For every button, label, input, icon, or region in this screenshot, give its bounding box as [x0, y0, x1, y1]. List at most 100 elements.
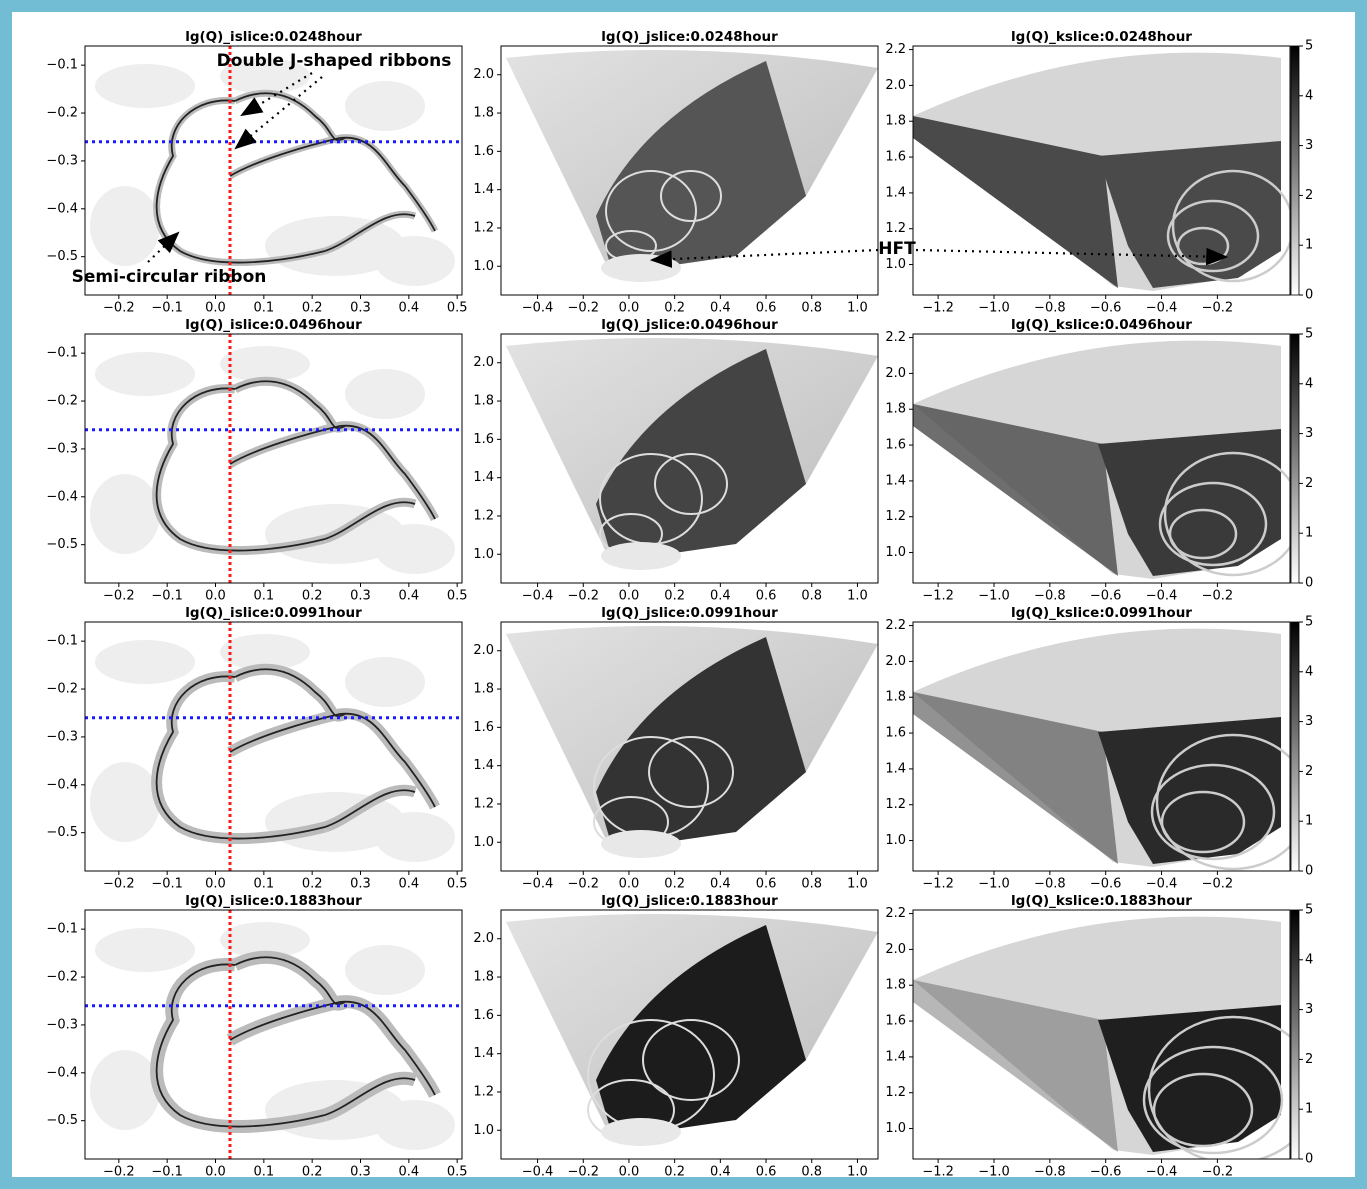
panel-title: lg(Q)_kslice:0.1883hour [1011, 893, 1192, 909]
y-tick-label: 2.0 [885, 942, 906, 957]
x-tick-label: 0.5 [447, 877, 468, 892]
colorbar [1291, 46, 1299, 295]
y-tick-label: 1.8 [473, 970, 494, 985]
x-tick-label: 0.0 [619, 589, 640, 604]
x-tick-label: 0.0 [619, 877, 640, 892]
panel-title: lg(Q)_islice:0.0496hour [185, 317, 362, 333]
background-patch [95, 352, 195, 396]
y-tick-label: −0.1 [46, 922, 78, 937]
image-plot [501, 334, 878, 583]
x-tick-label: −0.4 [522, 877, 554, 892]
x-tick-label: 0.5 [447, 1165, 468, 1180]
y-tick-label: 1.8 [473, 394, 494, 409]
y-tick-label: −0.4 [46, 1065, 78, 1080]
y-tick-label: 1.4 [473, 1046, 494, 1061]
background-patch [95, 928, 195, 972]
y-tick-label: −0.2 [46, 394, 78, 409]
bottom-blob [601, 1118, 681, 1146]
x-tick-label: 0.5 [447, 589, 468, 604]
colorbar-tick-label: 0 [1305, 576, 1313, 591]
background-patch [90, 186, 160, 266]
x-tick-label: −0.4 [522, 589, 554, 604]
y-tick-label: 1.0 [473, 1123, 494, 1138]
y-tick-label: 1.8 [885, 690, 906, 705]
x-tick-label: 0.2 [302, 589, 323, 604]
x-tick-label: 0.8 [801, 589, 822, 604]
y-tick-label: 1.0 [473, 259, 494, 274]
x-tick-label: −0.1 [151, 589, 183, 604]
colorbar [1291, 334, 1299, 583]
x-tick-label: −0.2 [103, 301, 135, 316]
image-plot [501, 46, 878, 295]
y-tick-label: −0.5 [46, 1113, 78, 1128]
y-tick-label: 1.2 [473, 796, 494, 811]
annotation: HFT [878, 239, 916, 259]
x-tick-label: −0.2 [1202, 301, 1234, 316]
x-tick-label: −0.8 [1034, 877, 1066, 892]
image-plot [85, 334, 462, 583]
x-tick-label: 0.4 [398, 877, 419, 892]
y-tick-label: −0.1 [46, 346, 78, 361]
y-tick-label: −0.3 [46, 729, 78, 744]
x-tick-label: −0.4 [1146, 877, 1178, 892]
x-tick-label: −0.2 [567, 301, 599, 316]
colorbar-tick-label: 2 [1305, 476, 1313, 491]
y-tick-label: 1.0 [885, 257, 906, 272]
colorbar [1291, 622, 1299, 871]
y-tick-label: 2.0 [473, 67, 494, 82]
y-tick-label: −0.5 [46, 825, 78, 840]
colorbar-tick-label: 0 [1305, 864, 1313, 879]
image-plot [85, 622, 462, 871]
background-patch [220, 346, 310, 382]
y-tick-label: −0.1 [46, 634, 78, 649]
background-patch [90, 762, 160, 842]
x-tick-label: 0.5 [447, 301, 468, 316]
colorbar-tick-label: 3 [1305, 426, 1313, 441]
y-tick-label: 1.6 [885, 150, 906, 165]
y-tick-label: 1.2 [473, 1084, 494, 1099]
x-tick-label: 0.2 [664, 301, 685, 316]
panel-title: lg(Q)_kslice:0.0496hour [1011, 317, 1192, 333]
y-tick-label: −0.2 [46, 106, 78, 121]
colorbar-tick-label: 4 [1305, 664, 1313, 679]
y-tick-label: 2.0 [885, 78, 906, 93]
colorbar-tick-label: 2 [1305, 764, 1313, 779]
y-tick-label: −0.4 [46, 777, 78, 792]
x-tick-label: 1.0 [847, 1165, 868, 1180]
x-tick-label: 0.0 [205, 877, 226, 892]
y-tick-label: −0.4 [46, 201, 78, 216]
x-tick-label: 0.1 [253, 1165, 274, 1180]
image-plot [501, 622, 878, 871]
y-tick-label: 1.8 [473, 682, 494, 697]
x-tick-label: −1.2 [922, 589, 954, 604]
x-tick-label: −0.2 [567, 877, 599, 892]
y-tick-label: 1.0 [885, 833, 906, 848]
background-patch [95, 640, 195, 684]
y-tick-label: 1.4 [885, 1049, 906, 1064]
x-tick-label: 0.1 [253, 877, 274, 892]
y-tick-label: 1.4 [473, 758, 494, 773]
y-tick-label: 1.6 [885, 1014, 906, 1029]
colorbar-tick-label: 5 [1305, 327, 1313, 342]
x-tick-label: −0.1 [151, 1165, 183, 1180]
y-tick-label: 1.8 [885, 978, 906, 993]
y-tick-label: 1.2 [473, 220, 494, 235]
colorbar-tick-label: 4 [1305, 952, 1313, 967]
colorbar-tick-label: 1 [1305, 814, 1313, 829]
y-tick-label: 2.0 [885, 654, 906, 669]
x-tick-label: −0.8 [1034, 301, 1066, 316]
y-tick-label: 1.2 [885, 797, 906, 812]
y-tick-label: 1.8 [885, 114, 906, 129]
colorbar-tick-label: 0 [1305, 288, 1313, 303]
y-tick-label: 1.2 [885, 1085, 906, 1100]
x-tick-label: 0.6 [756, 589, 777, 604]
x-tick-label: 0.6 [756, 301, 777, 316]
y-tick-label: 1.8 [885, 402, 906, 417]
y-tick-label: 1.4 [885, 473, 906, 488]
y-tick-label: 1.6 [885, 726, 906, 741]
background-patch [345, 81, 425, 131]
y-tick-label: 1.6 [885, 438, 906, 453]
x-tick-label: 0.0 [205, 589, 226, 604]
colorbar-tick-label: 3 [1305, 714, 1313, 729]
x-tick-label: 0.2 [302, 1165, 323, 1180]
